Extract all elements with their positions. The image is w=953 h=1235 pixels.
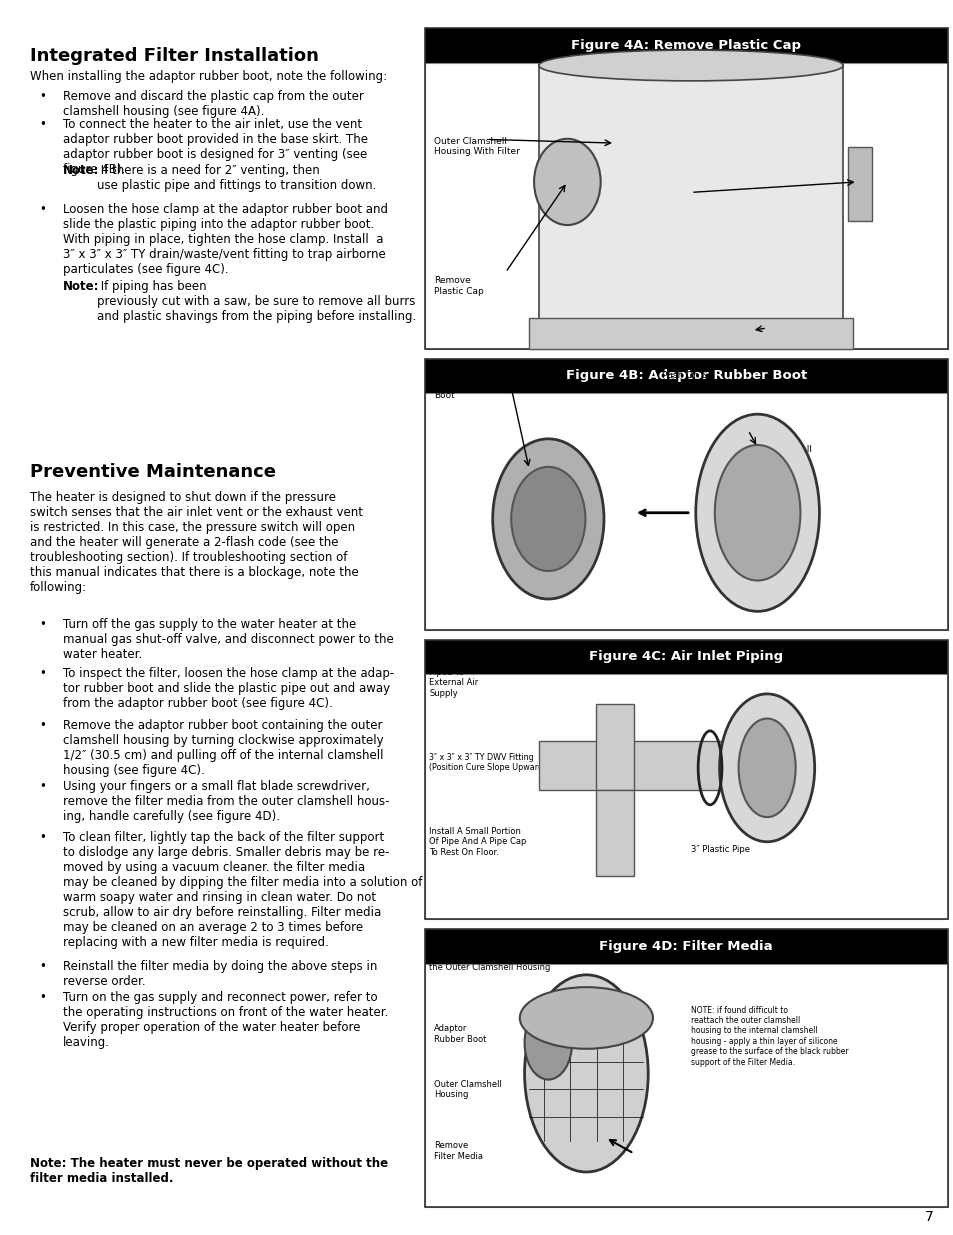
Text: NOTE: if found difficult to
reattach the outer clamshell
housing to the internal: NOTE: if found difficult to reattach the… <box>690 1005 848 1067</box>
Ellipse shape <box>695 414 819 611</box>
Bar <box>538 741 776 790</box>
Text: Figure 4A: Remove Plastic Cap: Figure 4A: Remove Plastic Cap <box>571 40 801 52</box>
Text: Gas Piping: Gas Piping <box>690 199 738 207</box>
Text: Outer Clamshell
Housing With Filter: Outer Clamshell Housing With Filter <box>434 137 519 157</box>
Text: Note:: Note: <box>63 280 100 293</box>
Text: The heater is designed to shut down if the pressure
switch senses that the air i: The heater is designed to shut down if t… <box>30 490 362 594</box>
Text: Note:: Note: <box>63 164 100 177</box>
Text: Figure 4D: Filter Media: Figure 4D: Filter Media <box>598 940 772 953</box>
Text: •: • <box>39 119 47 131</box>
Text: Hose Clamp: Hose Clamp <box>690 664 740 673</box>
FancyBboxPatch shape <box>424 963 947 1207</box>
Text: •: • <box>39 90 47 103</box>
Text: •: • <box>39 990 47 1004</box>
Text: Adaptor Rubber Boot
Outer Clamshell Housing: Adaptor Rubber Boot Outer Clamshell Hous… <box>661 760 761 778</box>
Bar <box>529 319 852 348</box>
Text: To clean filter, lightly tap the back of the filter support
to dislodge any larg: To clean filter, lightly tap the back of… <box>63 831 422 948</box>
FancyBboxPatch shape <box>424 358 947 393</box>
FancyBboxPatch shape <box>424 28 947 63</box>
Text: Remove
Plastic Cap: Remove Plastic Cap <box>434 277 483 295</box>
Circle shape <box>534 138 600 225</box>
Text: Outer Clamshell
Housing: Outer Clamshell Housing <box>738 445 811 464</box>
Text: Loosen the hose clamp at the adaptor rubber boot and
slide the plastic piping in: Loosen the hose clamp at the adaptor rub… <box>63 204 388 277</box>
Text: To inspect the filter, loosen the hose clamp at the adap-
tor rubber boot and sl: To inspect the filter, loosen the hose c… <box>63 667 394 710</box>
Text: Push On &
Tighten Clamp: Push On & Tighten Clamp <box>661 370 728 390</box>
Text: If there is a need for 2″ venting, then
use plastic pipe and fittings to transit: If there is a need for 2″ venting, then … <box>97 164 376 191</box>
Text: If piping has been
previously cut with a saw, be sure to remove all burrs
and pl: If piping has been previously cut with a… <box>97 280 416 322</box>
Text: •: • <box>39 719 47 731</box>
Ellipse shape <box>524 1005 572 1079</box>
Text: Piped To
External Air
Supply: Piped To External Air Supply <box>429 668 478 698</box>
Ellipse shape <box>714 445 800 580</box>
FancyBboxPatch shape <box>424 640 947 674</box>
Text: 3″ Plastic Pipe: 3″ Plastic Pipe <box>690 846 749 855</box>
Text: Base Skirt: Base Skirt <box>757 332 802 341</box>
Text: Figure 4C: Air Inlet Piping: Figure 4C: Air Inlet Piping <box>589 651 782 663</box>
Ellipse shape <box>519 987 652 1049</box>
Text: •: • <box>39 960 47 973</box>
Bar <box>847 147 871 221</box>
Ellipse shape <box>524 974 647 1172</box>
Text: Note: The heater must never be operated without the
filter media installed.: Note: The heater must never be operated … <box>30 1157 388 1186</box>
Ellipse shape <box>511 467 585 571</box>
Text: To connect the heater to the air inlet, use the vent
adaptor rubber boot provide: To connect the heater to the air inlet, … <box>63 119 368 177</box>
Text: Adaptor
Rubber Boot: Adaptor Rubber Boot <box>434 1024 486 1044</box>
Text: •: • <box>39 781 47 793</box>
Bar <box>596 790 634 877</box>
FancyBboxPatch shape <box>424 674 947 919</box>
Bar <box>596 704 634 790</box>
Text: Filter Media shown inside
the Outer Clamshell Housing: Filter Media shown inside the Outer Clam… <box>429 952 550 972</box>
Text: 3″ x 3″ x 3″ TY DWV Fitting
(Position Cure Slope Upward): 3″ x 3″ x 3″ TY DWV Fitting (Position Cu… <box>429 753 546 772</box>
Text: Integrated Filter Installation: Integrated Filter Installation <box>30 47 318 65</box>
Text: 7: 7 <box>923 1210 933 1224</box>
Text: •: • <box>39 831 47 844</box>
Text: When installing the adaptor rubber boot, note the following:: When installing the adaptor rubber boot,… <box>30 70 387 84</box>
FancyBboxPatch shape <box>424 63 947 348</box>
Text: Using your fingers or a small flat blade screwdriver,
remove the filter media fr: Using your fingers or a small flat blade… <box>63 781 390 824</box>
Text: Remove the adaptor rubber boot containing the outer
clamshell housing by turning: Remove the adaptor rubber boot containin… <box>63 719 383 777</box>
Ellipse shape <box>492 438 603 599</box>
Text: Turn on the gas supply and reconnect power, refer to
the operating instructions : Turn on the gas supply and reconnect pow… <box>63 990 388 1049</box>
Text: Reinstall the filter media by doing the above steps in
reverse order.: Reinstall the filter media by doing the … <box>63 960 377 988</box>
Text: •: • <box>39 618 47 631</box>
Bar <box>538 65 842 325</box>
Ellipse shape <box>719 694 814 842</box>
Text: Figure 4B: Adaptor Rubber Boot: Figure 4B: Adaptor Rubber Boot <box>565 369 806 383</box>
Ellipse shape <box>538 51 842 80</box>
FancyBboxPatch shape <box>424 929 947 963</box>
Text: Turn off the gas supply to the water heater at the
manual gas shut-off valve, an: Turn off the gas supply to the water hea… <box>63 618 394 661</box>
Text: Remove and discard the plastic cap from the outer
clamshell housing (see figure : Remove and discard the plastic cap from … <box>63 90 364 119</box>
Text: Preventive Maintenance: Preventive Maintenance <box>30 463 275 482</box>
Text: Remove
Filter Media: Remove Filter Media <box>434 1141 482 1161</box>
Ellipse shape <box>738 719 795 818</box>
Text: Adaptor Rubber
Boot: Adaptor Rubber Boot <box>434 380 505 400</box>
Text: Install A Small Portion
Of Pipe And A Pipe Cap
To Rest On Floor.: Install A Small Portion Of Pipe And A Pi… <box>429 827 526 857</box>
Text: •: • <box>39 667 47 679</box>
FancyBboxPatch shape <box>424 393 947 630</box>
Text: •: • <box>39 204 47 216</box>
Text: Outer Clamshell
Housing: Outer Clamshell Housing <box>434 1079 501 1099</box>
